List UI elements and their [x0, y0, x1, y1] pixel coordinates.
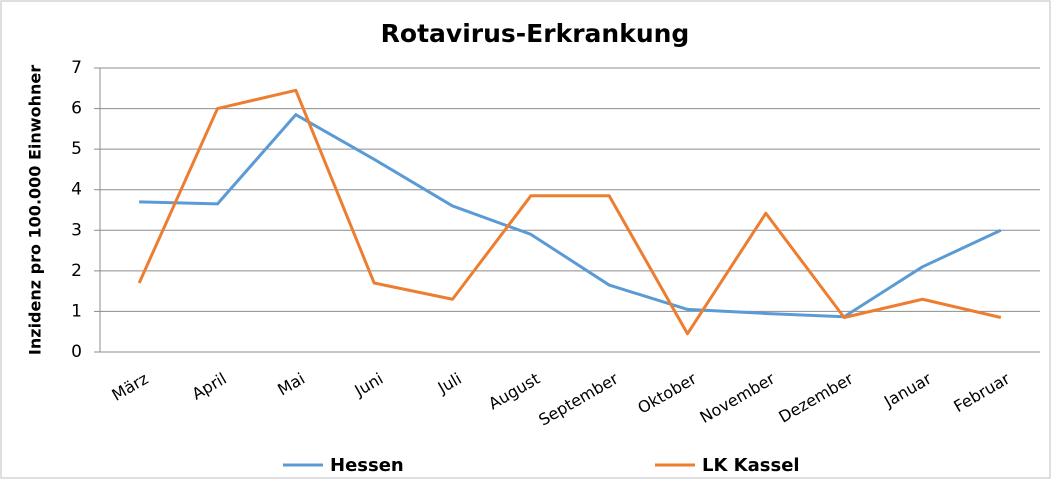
series-line — [137, 88, 1002, 336]
y-tick-label: 5 — [71, 139, 82, 159]
legend-label: LK Kassel — [702, 455, 800, 476]
legend-label: Hessen — [330, 455, 404, 476]
y-tick-label: 1 — [71, 301, 82, 321]
y-tick-label: 3 — [71, 220, 82, 240]
y-tick-label: 4 — [71, 180, 82, 200]
series-line — [139, 113, 1002, 319]
chart-title: Rotavirus-Erkrankung — [381, 19, 690, 48]
y-tick-label: 2 — [71, 261, 82, 281]
y-tick-label: 6 — [71, 99, 82, 119]
y-tick-label: 7 — [71, 58, 82, 78]
y-axis-label: Inzidenz pro 100.000 Einwohner — [26, 65, 45, 355]
y-tick-label: 0 — [71, 342, 82, 362]
